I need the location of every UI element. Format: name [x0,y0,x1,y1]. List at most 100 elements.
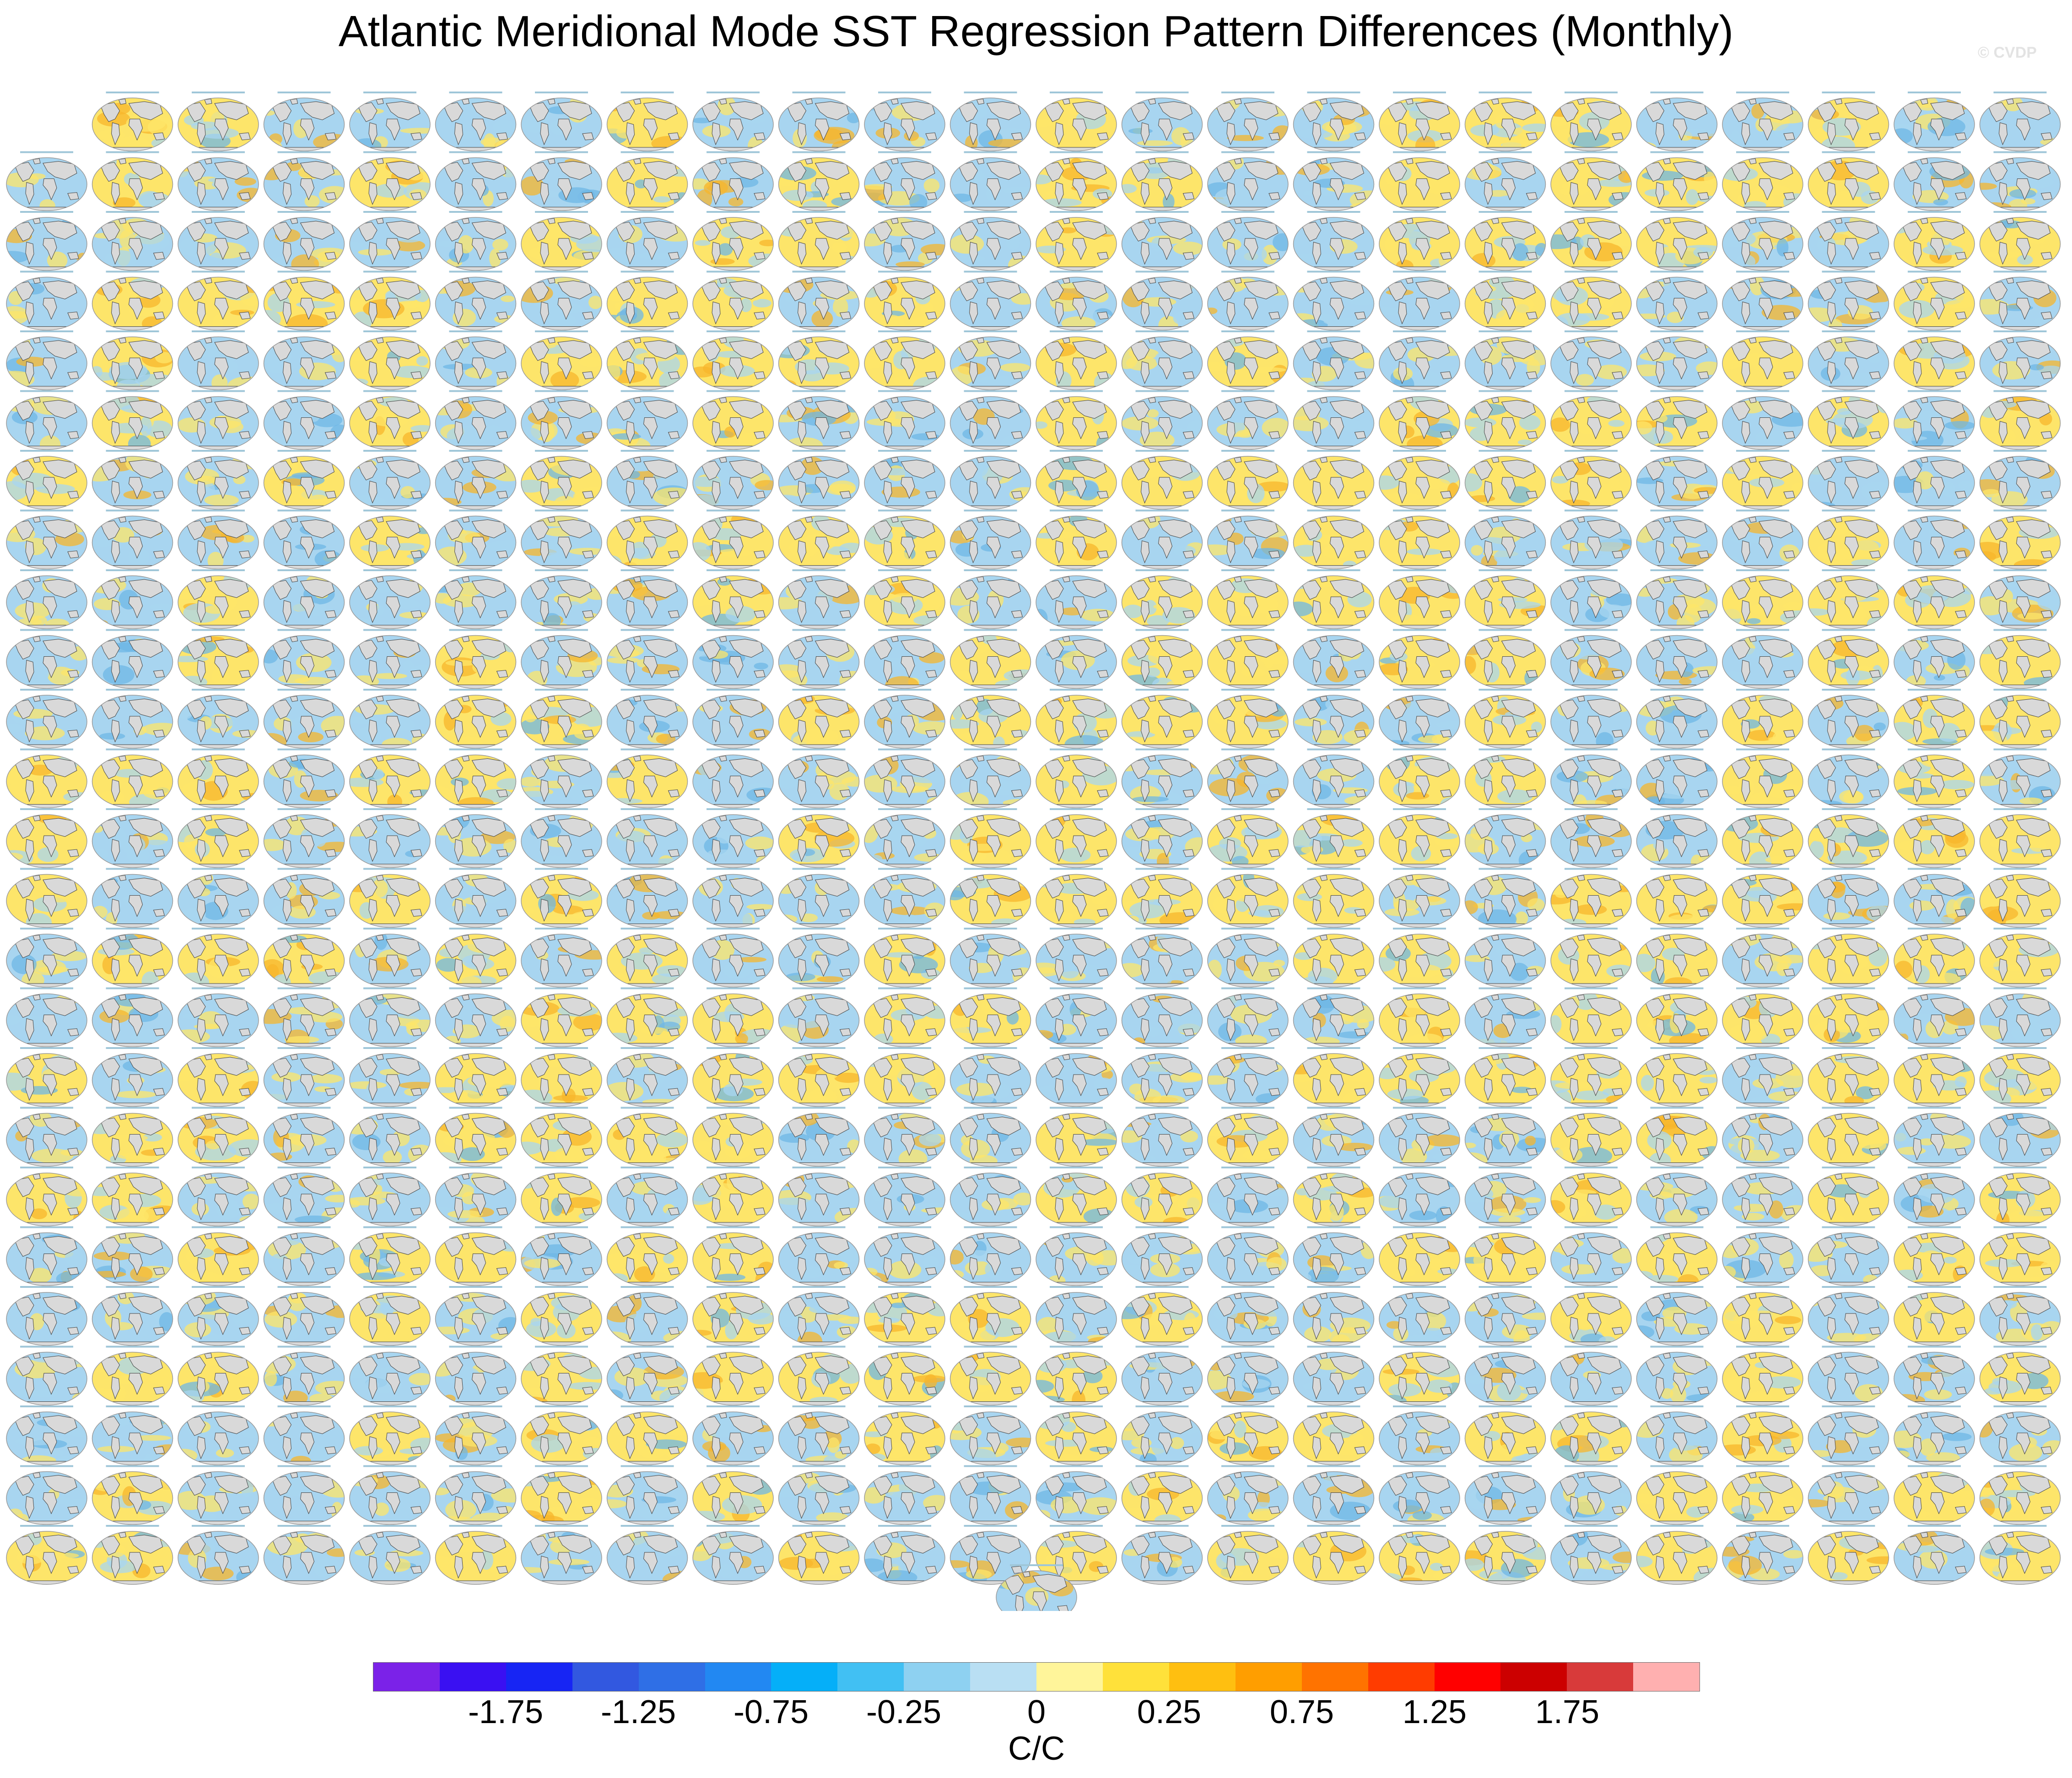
panel-caption [1908,569,1961,571]
anomaly-patch [1808,307,1836,322]
landmass [1783,311,1795,320]
landmass [1484,361,1493,384]
landmass [2040,311,2053,320]
panel-caption [20,390,73,392]
landmass [1440,311,1452,320]
landmass [958,281,978,302]
globe-outline [1121,157,1203,211]
landmass [1044,281,1064,302]
anomaly-patch [1173,242,1203,255]
landmass [1491,158,1500,165]
landmass [1587,238,1602,260]
map-panel [1379,629,1460,689]
panel-caption [792,151,846,153]
panel-caption [20,330,73,332]
panel-caption [1307,629,1360,631]
panel-caption [1221,450,1274,452]
landmass [529,222,549,242]
panel-caption [277,569,331,571]
landmass [43,298,57,320]
landmass [1484,242,1493,265]
landmass [1044,222,1064,242]
landmass [214,357,229,380]
panel-caption [535,390,588,392]
panel-caption [1135,211,1189,213]
anomaly-patch [310,494,327,502]
anomaly-patch [653,196,671,203]
anomaly-patch [1190,200,1203,211]
landmass [729,280,764,300]
globe-outline [1036,336,1117,390]
map-panel [1379,330,1460,390]
landmass [1244,119,1258,141]
landmass [804,158,813,165]
landmass [1816,162,1836,182]
landmass [1987,102,2008,122]
landmass [1501,298,1516,320]
landmass [1415,178,1430,200]
landmass [872,281,892,302]
landmass [1644,162,1665,182]
landmass [186,341,206,361]
landmass [118,98,127,105]
landmass [1354,311,1366,320]
map-panel [92,748,173,809]
landmass [839,192,852,200]
landmass [1559,222,1579,242]
anomaly-patch [1036,609,1048,628]
landmass [32,218,41,224]
landmass [1415,280,1450,300]
landmass [368,421,378,444]
anomaly-patch [1363,621,1374,628]
landmass [1844,101,1879,120]
map-panel [1722,330,1803,390]
panel-caption [192,270,245,273]
landmass [2016,357,2031,380]
panel-caption [106,270,159,273]
map-panel [1550,450,1632,510]
landmass [1741,361,1750,384]
landmass [1226,361,1236,384]
anomaly-patch [147,118,173,136]
landmass [1158,221,1193,240]
landmass [1697,311,1710,320]
panel-caption [1050,569,1103,571]
map-panel [1894,151,1975,211]
landmass [1759,161,1793,180]
landmass [719,218,727,224]
panel-caption [1993,151,2047,153]
landmass [153,252,165,260]
landmass [719,277,727,284]
globe-outline [92,276,173,331]
map-panel [864,92,945,151]
landmass [214,280,249,300]
landmass [557,178,572,200]
landmass [32,337,41,344]
panel-caption [20,509,73,512]
landmass [282,421,292,444]
panel-caption [621,211,674,213]
landmass [1759,280,1793,300]
map-panel [1293,92,1375,151]
landmass [615,400,635,421]
map-panel [1550,151,1632,211]
landmass [1329,280,1365,300]
landmass [754,371,766,379]
panel-caption [964,92,1017,93]
map-panel [6,509,87,570]
landmass [25,182,34,205]
landmass [1920,337,1928,344]
landmass [204,98,212,105]
map-panel [1036,629,1117,689]
anomaly-patch [155,352,173,363]
landmass [1301,102,1322,122]
landmass [1329,101,1365,120]
map-panel [1979,629,2061,689]
landmass [839,132,852,141]
panel-caption [535,211,588,213]
anomaly-patch [1980,183,1997,190]
map-panel [1550,390,1632,450]
landmass [1759,298,1773,320]
landmass [1415,238,1430,260]
landmass [626,361,635,384]
